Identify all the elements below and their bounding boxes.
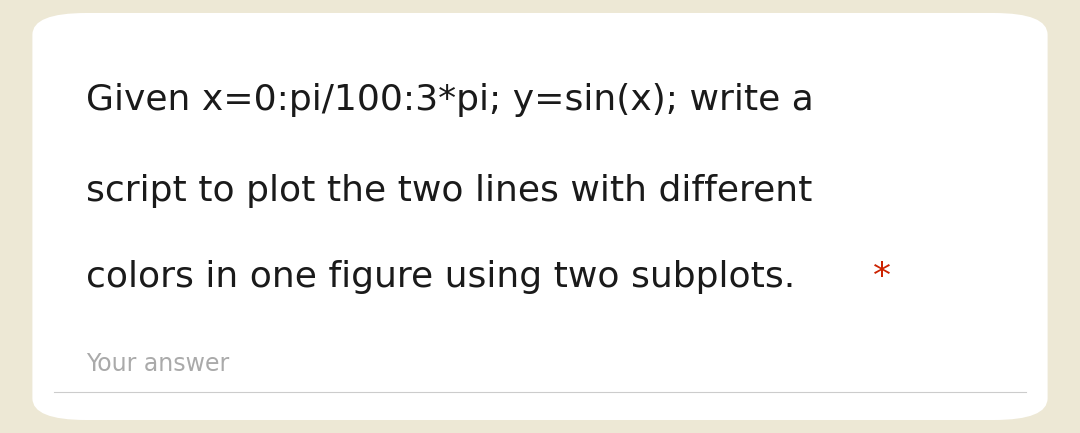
- Text: script to plot the two lines with different: script to plot the two lines with differ…: [86, 174, 813, 207]
- Text: Given x=0:pi/100:3*pi; y=sin(x); write a: Given x=0:pi/100:3*pi; y=sin(x); write a: [86, 83, 814, 116]
- Text: Your answer: Your answer: [86, 352, 230, 376]
- Text: colors in one figure using two subplots.: colors in one figure using two subplots.: [86, 260, 807, 294]
- Text: *: *: [873, 260, 891, 294]
